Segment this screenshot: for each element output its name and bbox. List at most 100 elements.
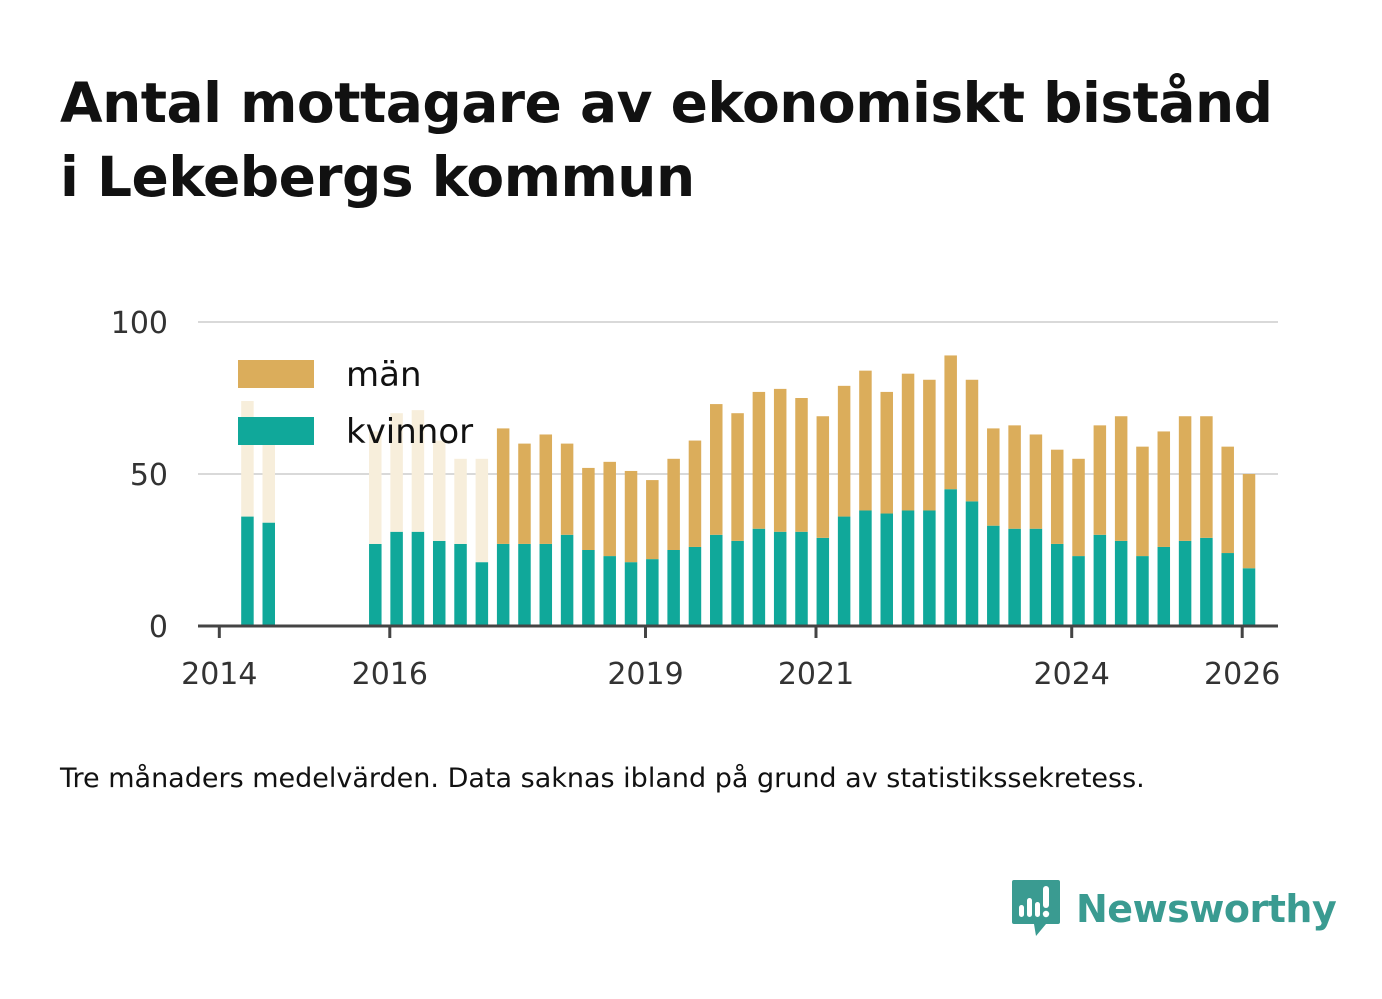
bar-kvinnor-5 — [432, 540, 446, 626]
bar-kvinnor-25 — [859, 510, 872, 626]
bar-kvinnor-4 — [411, 531, 425, 626]
chart-title-line-1: Antal mottagare av ekonomiskt bistånd — [60, 71, 1273, 135]
y-tick-label-50: 50 — [130, 458, 168, 493]
x-tick-label-2024: 2024 — [1034, 657, 1110, 692]
bar-kvinnor-17 — [688, 546, 702, 626]
bar-kvinnor-7 — [475, 562, 489, 626]
bar-man-3 — [390, 413, 403, 532]
bar-man-15 — [646, 480, 659, 560]
bar-man-38 — [1136, 446, 1149, 557]
bar-kvinnor-15 — [646, 559, 659, 626]
bar-man-39 — [1157, 431, 1171, 547]
newsworthy-logo[interactable]: Newsworthy — [1010, 878, 1337, 940]
newsworthy-logo-icon — [1012, 880, 1060, 936]
axes: 0 50 100 2014 2016 2019 2021 2024 2026 — [111, 306, 1281, 692]
bar-man-11 — [560, 443, 574, 535]
bar-man-43 — [1242, 474, 1256, 569]
footnote: Tre månaders medelvärden. Data saknas ib… — [60, 763, 1145, 794]
bar-kvinnor-20 — [752, 528, 766, 626]
bar-man-10 — [539, 434, 553, 544]
bar-kvinnor-11 — [560, 534, 574, 626]
bar-man-21 — [773, 388, 787, 532]
bar-man-7 — [475, 458, 489, 563]
bar-kvinnor-9 — [518, 543, 531, 626]
bar-kvinnor-12 — [582, 550, 595, 626]
bar-kvinnor-37 — [1114, 540, 1128, 626]
legend: män kvinnor — [238, 355, 473, 452]
bar-man-12 — [582, 467, 595, 550]
bar-man-5 — [432, 440, 446, 541]
bar-man-20 — [752, 391, 766, 529]
bar-kvinnor-43 — [1242, 568, 1256, 626]
bar-kvinnor-32 — [1008, 528, 1021, 626]
bar-man-32 — [1008, 425, 1021, 529]
bar-kvinnor-16 — [667, 550, 680, 626]
bar-kvinnor-2 — [369, 543, 382, 626]
y-tick-label-100: 100 — [111, 306, 168, 341]
bar-man-19 — [731, 413, 744, 541]
bar-man-25 — [859, 370, 872, 511]
bar-man-6 — [454, 458, 467, 544]
legend-label-man: män — [346, 355, 422, 395]
bar-kvinnor-34 — [1050, 543, 1064, 626]
bar-man-1 — [262, 422, 275, 523]
bar-man-28 — [923, 379, 936, 511]
x-tick-label-2026: 2026 — [1204, 657, 1280, 692]
bar-man-24 — [837, 385, 851, 517]
bar-kvinnor-33 — [1029, 528, 1043, 626]
bar-kvinnor-19 — [731, 540, 744, 626]
bar-man-27 — [901, 373, 915, 511]
bar-man-4 — [411, 410, 425, 532]
bar-kvinnor-22 — [795, 531, 808, 626]
bar-man-35 — [1072, 458, 1085, 557]
bars — [241, 355, 1256, 626]
bar-man-37 — [1114, 416, 1128, 541]
legend-swatch-kvinnor — [238, 417, 314, 445]
bar-kvinnor-21 — [773, 531, 787, 626]
chart-title-line-2: i Lekebergs kommun — [60, 145, 695, 209]
bar-kvinnor-23 — [816, 537, 830, 626]
bar-kvinnor-3 — [390, 531, 403, 626]
bar-kvinnor-13 — [603, 556, 616, 626]
bar-kvinnor-1 — [262, 522, 275, 626]
newsworthy-logo-text: Newsworthy — [1076, 887, 1337, 931]
bar-kvinnor-6 — [454, 543, 467, 626]
bar-kvinnor-27 — [901, 510, 915, 626]
bar-man-41 — [1200, 416, 1213, 538]
bar-kvinnor-30 — [965, 501, 979, 626]
bar-kvinnor-18 — [710, 534, 723, 626]
x-tick-label-2016: 2016 — [352, 657, 428, 692]
bar-kvinnor-8 — [496, 543, 510, 626]
bar-man-31 — [987, 428, 1000, 526]
bar-man-22 — [795, 398, 808, 532]
bar-kvinnor-42 — [1221, 553, 1234, 626]
legend-swatch-man — [238, 360, 314, 388]
bar-kvinnor-26 — [880, 513, 893, 626]
x-tick-label-2019: 2019 — [607, 657, 683, 692]
bar-kvinnor-31 — [987, 525, 1000, 626]
x-tick-label-2014: 2014 — [181, 657, 257, 692]
bar-man-8 — [496, 428, 510, 544]
bar-kvinnor-36 — [1093, 534, 1107, 626]
bar-kvinnor-39 — [1157, 546, 1171, 626]
bar-man-23 — [816, 416, 830, 538]
bar-man-33 — [1029, 434, 1043, 529]
bar-man-9 — [518, 443, 531, 544]
bar-man-30 — [965, 379, 979, 502]
bar-kvinnor-38 — [1136, 556, 1149, 626]
bar-kvinnor-28 — [923, 510, 936, 626]
bar-kvinnor-14 — [624, 562, 638, 626]
bar-man-34 — [1050, 449, 1064, 544]
bar-man-36 — [1093, 425, 1107, 535]
legend-label-kvinnor: kvinnor — [346, 412, 473, 452]
bar-kvinnor-24 — [837, 516, 851, 626]
y-tick-label-0: 0 — [149, 610, 168, 645]
bar-kvinnor-40 — [1178, 540, 1192, 626]
bar-kvinnor-41 — [1200, 537, 1213, 626]
bar-man-18 — [710, 404, 723, 535]
bar-man-2 — [369, 431, 382, 544]
bar-kvinnor-35 — [1072, 556, 1085, 626]
bar-kvinnor-0 — [241, 516, 254, 626]
bar-man-29 — [944, 355, 957, 490]
